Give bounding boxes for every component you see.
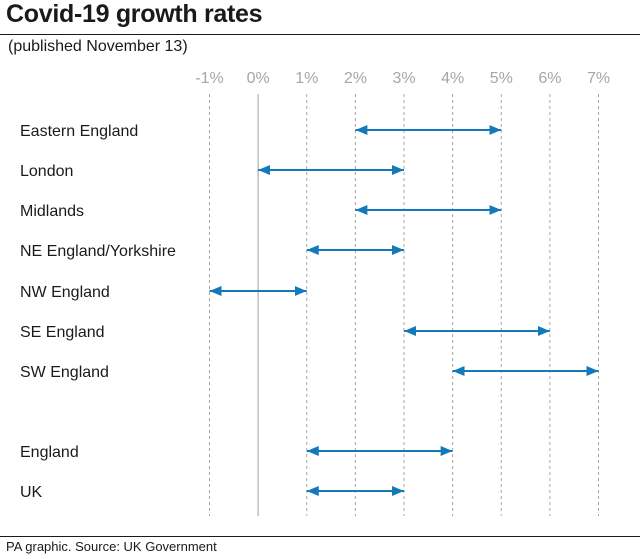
x-axis-ticks: -1% 0% 1% 2% 3% 4% 5% 6% 7% [195,70,610,87]
gridlines [209,94,599,516]
category-labels: Eastern England London Midlands NE England/… [20,123,176,501]
category-label: London [20,163,73,180]
chart-title: Covid-19 growth rates [6,0,263,28]
range-arrows [209,125,599,496]
x-tick-label: 3% [392,70,415,87]
chart-subtitle: (published November 13) [8,38,188,55]
x-tick-label: -1% [195,70,223,87]
x-tick-label: 1% [295,70,318,87]
title-divider [0,34,640,35]
category-label: Eastern England [20,123,138,140]
category-label: NW England [20,284,110,301]
footer-divider [0,536,640,537]
x-tick-label: 6% [538,70,561,87]
source-note: PA graphic. Source: UK Government [6,539,217,554]
x-tick-label: 7% [587,70,610,87]
x-tick-label: 4% [441,70,464,87]
category-label: UK [20,484,43,501]
x-tick-label: 0% [247,70,270,87]
category-label: SE England [20,324,105,341]
category-label: SW England [20,364,109,381]
category-label: NE England/Yorkshire [20,243,176,260]
x-tick-label: 2% [344,70,367,87]
x-tick-label: 5% [490,70,513,87]
category-label: England [20,444,79,461]
category-label: Midlands [20,203,84,220]
